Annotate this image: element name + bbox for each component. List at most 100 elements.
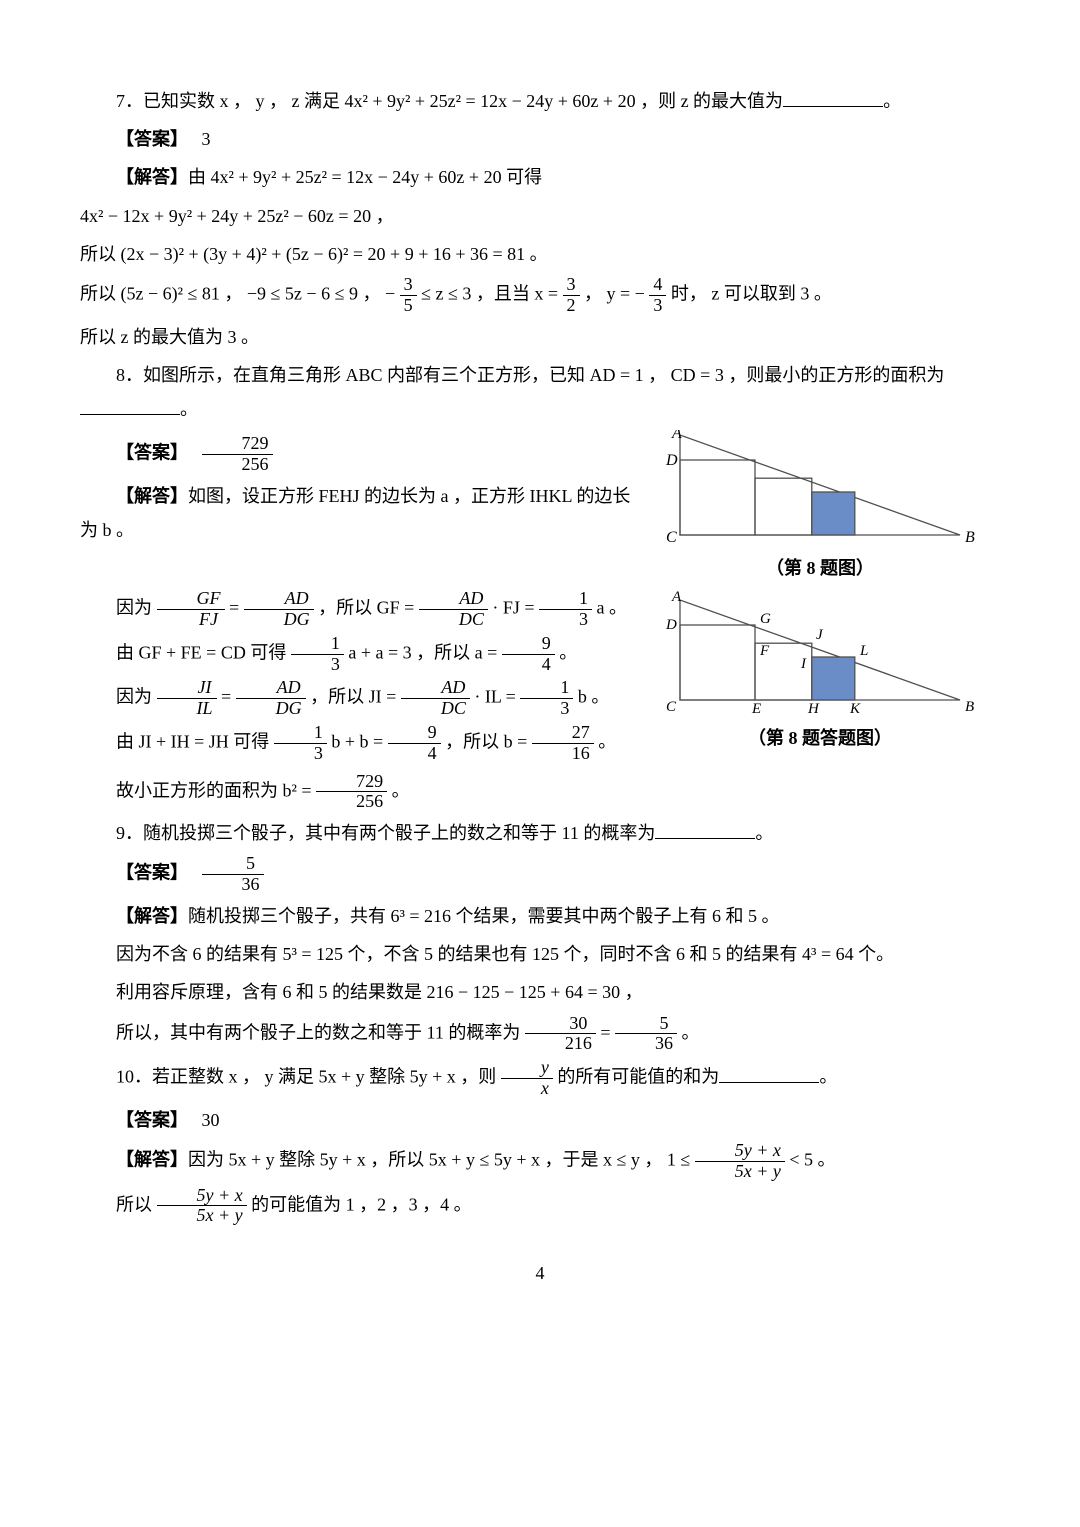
q10-stem: 10．若正整数 x ， y 满足 5x + y 整除 5y + x ，则 yx …: [80, 1058, 1000, 1099]
fraction: 13: [291, 634, 344, 675]
text: 所以，其中有两个骰子上的数之和等于 11 的概率为: [116, 1022, 520, 1042]
label-G: G: [760, 611, 771, 627]
q7-stem-text: 7．已知实数 x ， y ， z 满足 4x² + 9y² + 25z² = 1…: [116, 91, 783, 111]
text: 所以 (5z − 6)² ≤ 81 ， −9 ≤ 5z − 6 ≤ 9 ， −: [80, 283, 395, 303]
text: 。: [682, 1022, 700, 1042]
text: a + a = 3 ，所以 a =: [348, 642, 497, 662]
text: 由 GF + FE = CD 可得: [116, 642, 286, 662]
q9-l1: 【解答】随机投掷三个骰子，共有 6³ = 216 个结果，需要其中两个骰子上有 …: [80, 899, 1000, 933]
q8-answer: 【答案】 729256: [80, 434, 640, 475]
q7-stem: 7．已知实数 x ， y ， z 满足 4x² + 9y² + 25z² = 1…: [80, 84, 1000, 118]
answer-label: 【答案】: [116, 863, 188, 883]
q8-figure-2: A D C B G F E J I H L K （第 8 题答题图）: [640, 585, 1000, 755]
text: ， y = −: [584, 283, 645, 303]
fraction: yx: [501, 1058, 553, 1099]
q7-blank: [783, 106, 883, 107]
q8-figure-1: A D C B （第 8 题图）: [640, 430, 1000, 585]
solution-label: 【解答】: [116, 486, 188, 506]
fig1-caption: （第 8 题图）: [640, 551, 1000, 585]
fig2-caption: （第 8 题答题图）: [640, 721, 1000, 755]
text: ≤ z ≤ 3 ，且当 x =: [421, 283, 558, 303]
fraction: ADDC: [401, 678, 470, 719]
text: 因为: [116, 687, 152, 707]
answer-label: 【答案】: [116, 443, 188, 463]
fraction: 94: [388, 723, 441, 764]
label-A: A: [671, 430, 682, 442]
text: 随机投掷三个骰子，共有 6³ = 216 个结果，需要其中两个骰子上有 6 和 …: [188, 906, 780, 926]
text: 由 JI + IH = JH 可得: [116, 731, 269, 751]
q8-l3: 因为 JIIL = ADDG ，所以 JI = ADDC · IL = 13 b…: [80, 678, 640, 719]
text: ，所以 GF =: [318, 598, 414, 618]
q8-fig1-svg: A D C B: [660, 430, 980, 545]
text: ，所以 b =: [445, 731, 527, 751]
q7-answer: 【答案】 3: [80, 122, 1000, 156]
solution-label: 【解答】: [116, 167, 188, 187]
fraction: 5y + x5x + y: [695, 1141, 785, 1182]
fraction: ADDC: [419, 589, 488, 630]
label-D: D: [665, 617, 677, 633]
solution-label: 【解答】: [116, 1149, 188, 1169]
text: 时， z 可以取到 3 。: [671, 283, 832, 303]
q7-sol-3: 所以 (2x − 3)² + (3y + 4)² + (5z − 6)² = 2…: [80, 237, 1000, 271]
text: < 5 。: [789, 1149, 835, 1169]
label-E: E: [751, 701, 761, 715]
text: 10．若正整数 x ， y 满足 5x + y 整除 5y + x ，则: [116, 1067, 496, 1087]
q10-blank: [719, 1082, 819, 1083]
q7-sol-2: 4x² − 12x + 9y² + 24y + 25z² − 60z = 20 …: [80, 199, 1000, 233]
fraction: 30216: [525, 1014, 596, 1055]
fraction: 13: [274, 723, 327, 764]
label-C: C: [666, 699, 677, 715]
q10-answer-value: 30: [202, 1110, 220, 1130]
q8-stem: 8．如图所示，在直角三角形 ABC 内部有三个正方形，已知 AD = 1 ， C…: [80, 358, 1000, 426]
fraction: 536: [202, 854, 264, 895]
text: 因为 5x + y 整除 5y + x ，所以 5x + y ≤ 5y + x …: [188, 1149, 690, 1169]
q9-l4: 所以，其中有两个骰子上的数之和等于 11 的概率为 30216 = 536 。: [80, 1014, 1000, 1055]
q9-l3: 利用容斥原理，含有 6 和 5 的结果数是 216 − 125 − 125 + …: [80, 975, 1000, 1009]
text: b + b =: [331, 731, 383, 751]
label-D: D: [665, 452, 678, 469]
q7-sol-4: 所以 (5z − 6)² ≤ 81 ， −9 ≤ 5z − 6 ≤ 9 ， − …: [80, 275, 1000, 316]
text: 故小正方形的面积为 b² =: [116, 780, 312, 800]
q8-blank: [80, 414, 180, 415]
fraction: 35: [400, 275, 417, 316]
text: 8．如图所示，在直角三角形 ABC 内部有三个正方形，已知 AD = 1 ， C…: [116, 365, 944, 385]
q7-answer-value: 3: [202, 129, 211, 149]
q8-fig2-svg: A D C B G F E J I H L K: [660, 585, 980, 715]
text: 。: [598, 731, 616, 751]
page-number: 4: [80, 1256, 1000, 1290]
label-B: B: [965, 699, 974, 715]
fraction: 13: [539, 589, 592, 630]
text: ，所以 JI =: [310, 687, 396, 707]
fraction: JIIL: [157, 678, 217, 719]
q10-l2: 所以 5y + x5x + y 的可能值为 1 ，2 ，3 ，4 。: [80, 1186, 1000, 1227]
fraction: 43: [649, 275, 666, 316]
fraction: ADDG: [244, 589, 314, 630]
answer-label: 【答案】: [116, 129, 188, 149]
fraction: GFFJ: [157, 589, 225, 630]
fraction: 32: [563, 275, 580, 316]
text: 因为: [116, 598, 152, 618]
label-K: K: [849, 701, 861, 715]
text: 所以: [116, 1194, 152, 1214]
q7-sol-5: 所以 z 的最大值为 3 。: [80, 320, 1000, 354]
fraction: 729256: [316, 772, 387, 813]
text: 的可能值为 1 ，2 ，3 ，4 。: [251, 1194, 472, 1214]
text: 。: [392, 780, 410, 800]
fraction: 94: [502, 634, 555, 675]
text: 由 4x² + 9y² + 25z² = 12x − 24y + 60z + 2…: [188, 167, 542, 187]
text: · FJ =: [492, 598, 534, 618]
label-A: A: [671, 589, 682, 605]
fraction: 5y + x5x + y: [157, 1186, 247, 1227]
fraction: ADDG: [236, 678, 306, 719]
fraction: 536: [615, 1014, 677, 1055]
fraction: 13: [520, 678, 573, 719]
q7-sol-1: 【解答】由 4x² + 9y² + 25z² = 12x − 24y + 60z…: [80, 160, 1000, 194]
q10-answer: 【答案】 30: [80, 1103, 1000, 1137]
text: 。: [559, 642, 577, 662]
text: =: [221, 687, 231, 707]
q9-blank: [655, 838, 755, 839]
q9-stem: 9．随机投掷三个骰子，其中有两个骰子上的数之和等于 11 的概率为。: [80, 816, 1000, 850]
text: =: [600, 1022, 610, 1042]
q8-l5: 故小正方形的面积为 b² = 729256 。: [80, 772, 1000, 813]
q8-l1: 因为 GFFJ = ADDG ，所以 GF = ADDC · FJ = 13 a…: [80, 589, 640, 630]
